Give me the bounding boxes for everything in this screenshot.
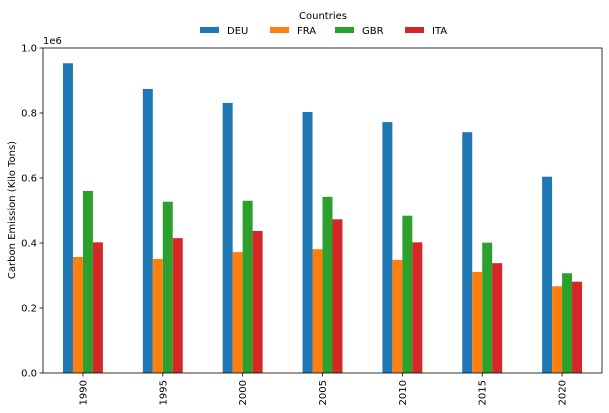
x-tick-label: 2015: [478, 380, 489, 405]
legend-swatch-fra: [270, 27, 289, 33]
bar-fra-1995: [152, 258, 163, 373]
bar-ita-2000: [252, 230, 263, 373]
bar-gbr-2015: [482, 242, 493, 373]
bar-fra-2020: [552, 286, 563, 373]
bar-gbr-2020: [562, 273, 573, 373]
x-tick-label: 2000: [238, 380, 249, 405]
y-tick-label: 1.0: [21, 44, 37, 55]
bar-fra-1990: [72, 256, 83, 373]
x-tick-label: 1995: [158, 380, 169, 405]
x-tick-label: 2005: [318, 380, 329, 405]
bar-gbr-1995: [162, 201, 173, 373]
y-tick-label: 0.0: [21, 369, 37, 380]
legend-label-deu: DEU: [227, 26, 248, 37]
legend-swatch-gbr: [335, 27, 354, 33]
bar-ita-1995: [172, 238, 183, 374]
legend-swatch-deu: [200, 27, 219, 33]
y-axis-label: Carbon Emission (Kilo Tons): [7, 141, 18, 279]
legend-title: Countries: [299, 11, 347, 22]
bar-deu-2020: [542, 176, 553, 373]
x-tick-label: 2010: [398, 380, 409, 405]
plot-area: 0.0 0.2 0.4 0.6 0.8 1.0 1990 1995 2000 2005 2010 20…: [21, 44, 603, 405]
bar-ita-2010: [412, 242, 423, 373]
bar-gbr-2005: [322, 196, 333, 373]
bar-fra-2000: [232, 252, 243, 373]
bar-deu-2005: [302, 112, 313, 374]
y-tick-label: 0.2: [21, 304, 37, 315]
legend: Countries DEU FRA GBR ITA: [200, 11, 447, 37]
x-tick-label: 1990: [78, 380, 89, 405]
y-tick-label: 0.8: [21, 109, 37, 120]
bar-fra-2010: [392, 259, 403, 373]
y-tick-label: 0.6: [21, 174, 37, 185]
bar-ita-2020: [572, 281, 583, 373]
bar-ita-2015: [492, 263, 503, 373]
bar-deu-1995: [142, 88, 153, 373]
legend-swatch-ita: [405, 27, 424, 33]
bar-deu-2015: [462, 132, 473, 373]
bar-ita-2005: [332, 219, 343, 373]
y-tick-label: 0.4: [21, 239, 37, 250]
bar-fra-2005: [312, 249, 323, 373]
legend-label-ita: ITA: [432, 26, 447, 37]
x-tick-label: 2020: [558, 380, 569, 405]
y-axis-scale-label: 1e6: [43, 36, 62, 47]
bar-fra-2015: [472, 271, 483, 373]
bar-ita-1990: [92, 242, 103, 373]
legend-label-gbr: GBR: [362, 26, 384, 37]
bar-deu-1990: [62, 63, 73, 373]
bar-deu-2010: [382, 122, 393, 373]
bar-gbr-1990: [82, 191, 93, 373]
bar-gbr-2000: [242, 200, 253, 373]
bar-deu-2000: [222, 102, 233, 374]
bar-gbr-2010: [402, 215, 413, 373]
legend-label-fra: FRA: [297, 26, 316, 37]
